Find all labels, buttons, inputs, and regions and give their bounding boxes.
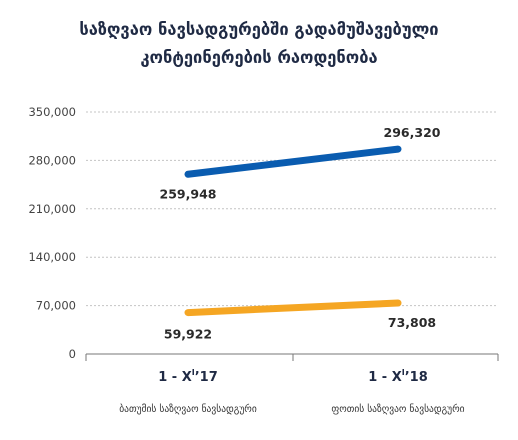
y-tick-label: 0 (69, 347, 76, 361)
legend: ბათუმის საზღვაო ნავსადგური ფოთის საზღვაო … (119, 404, 464, 415)
x-category-label: 1 - XI’17 (158, 368, 218, 385)
data-label: 59,922 (164, 327, 212, 342)
gridlines (86, 111, 498, 307)
y-tick-label: 210,000 (28, 202, 76, 216)
axes: 0 70,000 140,000 210,000 280,000 350,000 (28, 105, 499, 361)
y-tick-label: 280,000 (28, 153, 76, 167)
data-labels: 59,922 73,808 259,948 296,320 (160, 125, 441, 341)
y-tick-label: 70,000 (36, 299, 76, 313)
y-tick-label: 140,000 (28, 250, 76, 264)
data-label: 296,320 (384, 125, 441, 140)
x-category-label: 1 - XI’18 (368, 368, 428, 385)
data-label: 259,948 (160, 186, 217, 201)
legend-entry: ბათუმის საზღვაო ნავსადგური (119, 404, 257, 415)
data-label: 73,808 (388, 315, 436, 330)
series-lines (184, 145, 402, 317)
legend-entry: ფოთის საზღვაო ნავსადგური (331, 404, 464, 415)
category-labels: 1 - XI’17 1 - XI’18 (158, 368, 428, 385)
y-tick-label: 350,000 (28, 105, 76, 119)
chart-title-line-1: საზღვაო ნავსადგურებში გადამუშავებული (79, 20, 439, 39)
series-line-poti (184, 145, 402, 178)
chart-title-line-2: კონტეინერების რაოდენობა (140, 48, 378, 67)
series-line-batumi (184, 299, 402, 317)
